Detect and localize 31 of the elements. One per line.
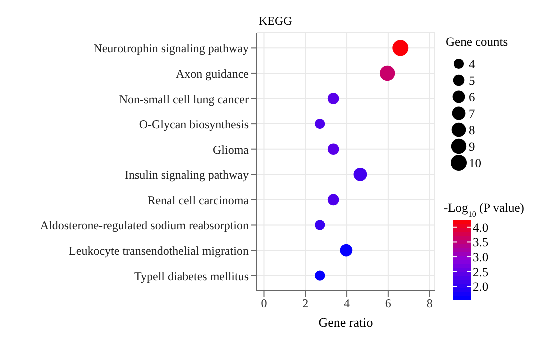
y-tick-label: Renal cell carcinoma — [148, 193, 250, 208]
legend-title: Gene counts — [446, 35, 508, 49]
y-tick-label: O-Glycan biosynthesis — [139, 118, 250, 132]
color-bar-label: 2.0 — [473, 280, 489, 294]
color-bar-label: 3.5 — [473, 236, 489, 250]
x-tick-label: 8 — [426, 296, 433, 311]
legend-label: 9 — [469, 140, 476, 154]
y-tick-label: Glioma — [213, 142, 250, 157]
chart-title: KEGG — [259, 14, 292, 29]
y-tick-label: Neurotrophin signaling pathway — [94, 42, 249, 56]
legend-label: 4 — [469, 58, 476, 72]
y-tick-label: Axon guidance — [176, 66, 249, 81]
legend-label: 8 — [469, 124, 476, 138]
x-tick-label: 4 — [344, 296, 350, 311]
x-tick-label: 0 — [261, 296, 268, 311]
y-tick-label: Aldosterone-regulated sodium reabsorption — [40, 218, 249, 233]
y-tick-label: Insulin signaling pathway — [125, 168, 249, 182]
y-tick-label: Leukocyte transendothelial migration — [69, 244, 249, 258]
x-axis-title: Gene ratio — [318, 315, 374, 330]
color-bar-label: 3.0 — [473, 250, 489, 265]
color-bar-label: 4.0 — [473, 220, 489, 235]
legend-label: 6 — [469, 90, 476, 104]
color-bar-label: 2.5 — [473, 265, 489, 280]
color-bar-title: -Log$_{10}$ (P value) — [444, 201, 524, 218]
y-tick-label: Typell diabetes mellitus — [134, 269, 250, 284]
y-tick-label: Non-small cell lung cancer — [119, 92, 249, 106]
legend-label: 7 — [469, 107, 476, 121]
x-tick-label: 6 — [385, 296, 392, 311]
legend-label: 5 — [469, 74, 476, 88]
legend-label: 10 — [469, 156, 482, 170]
x-tick-label: 2 — [302, 296, 309, 311]
